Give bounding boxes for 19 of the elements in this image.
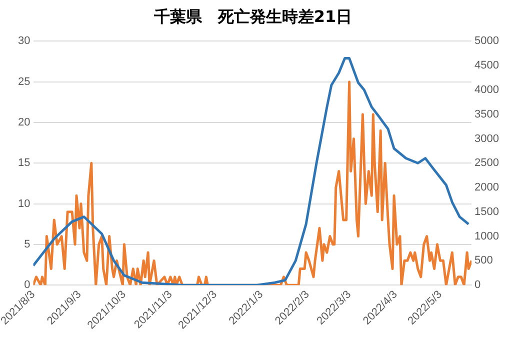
y2-tick-label: 5000 xyxy=(474,35,500,48)
y2-tick-label: 1000 xyxy=(474,230,500,242)
y-tick-label: 15 xyxy=(18,157,30,170)
y-tick-label: 0 xyxy=(24,279,30,292)
y2-tick-label: 4500 xyxy=(474,60,500,72)
y2-tick-label: 3000 xyxy=(474,132,500,145)
y-tick-label: 10 xyxy=(18,198,30,210)
y2-tick-label: 2000 xyxy=(474,182,500,194)
y-tick-label: 30 xyxy=(18,35,30,48)
y2-tick-label: 4000 xyxy=(474,84,500,96)
y-tick-label: 20 xyxy=(18,116,30,129)
y2-tick-label: 2500 xyxy=(474,157,500,170)
y2-tick-label: 0 xyxy=(474,279,481,292)
y2-tick-label: 3500 xyxy=(474,108,500,120)
y2-tick-label: 1500 xyxy=(474,206,500,218)
chart-title: 千葉県 死亡発生時差21日 xyxy=(152,6,352,26)
y-tick-label: 25 xyxy=(18,76,30,88)
y-tick-label: 5 xyxy=(24,238,30,250)
y2-tick-label: 500 xyxy=(474,254,493,267)
